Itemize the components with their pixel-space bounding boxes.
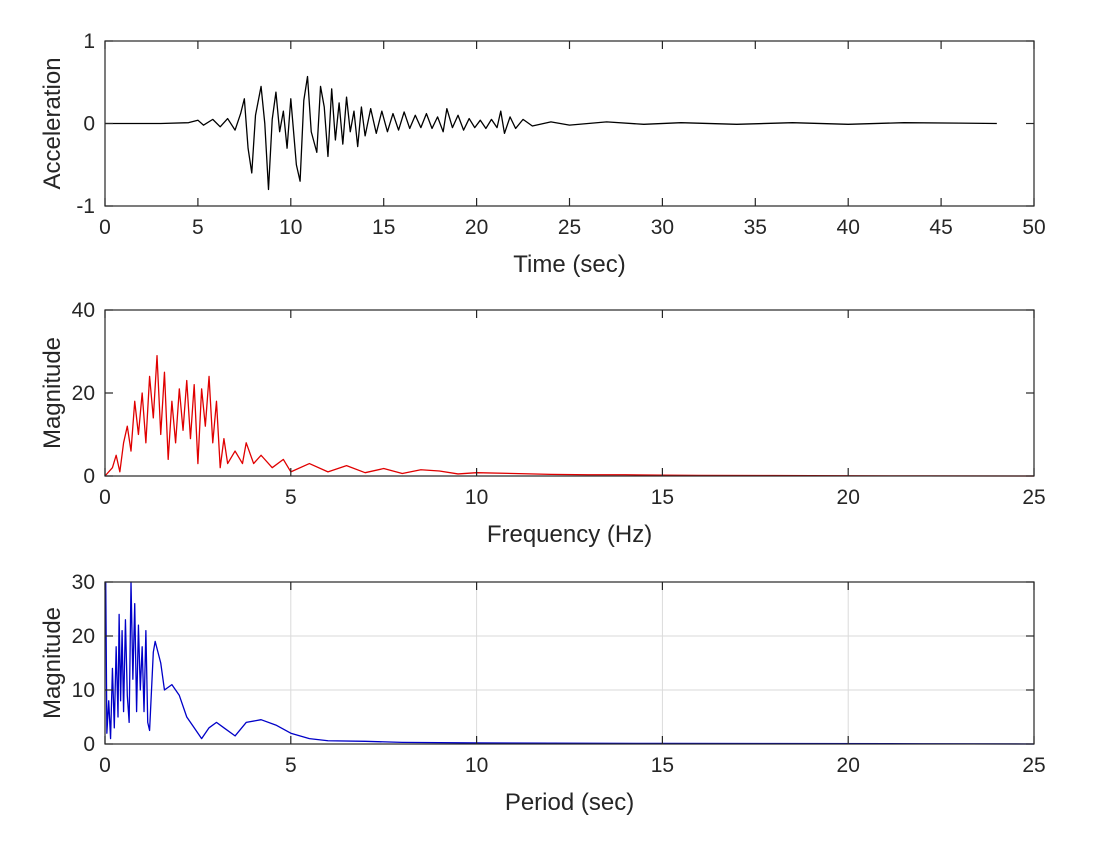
x-tick-label: 10 xyxy=(279,216,302,239)
y-tick-label: 40 xyxy=(72,299,95,322)
y-tick-label: 1 xyxy=(83,30,95,53)
x-tick-label: 10 xyxy=(465,486,488,509)
y-tick-label: 20 xyxy=(72,382,95,405)
x-tick-label: 25 xyxy=(1022,486,1045,509)
series-line-0 xyxy=(105,75,997,191)
y-tick-label: 0 xyxy=(83,733,95,756)
x-tick-label: 20 xyxy=(837,754,860,777)
x-tick-label: 15 xyxy=(372,216,395,239)
x-axis-label: Period (sec) xyxy=(505,789,634,816)
subplot-frequency: 0 5 10 15 20 25 0 20 40 Frequency (Hz) Magnitude xyxy=(39,299,1046,548)
y-tick-label: -1 xyxy=(76,195,95,218)
x-tick-label: 20 xyxy=(837,486,860,509)
x-tick-label: 25 xyxy=(1022,754,1045,777)
x-tick-label: 35 xyxy=(744,216,767,239)
y-tick-label: 10 xyxy=(72,679,95,702)
x-tick-label: 5 xyxy=(192,216,204,239)
x-tick-label: 15 xyxy=(651,486,674,509)
x-tick-label: 20 xyxy=(465,216,488,239)
x-tick-label: 25 xyxy=(558,216,581,239)
y-tick-label: 0 xyxy=(83,113,95,136)
series-line-0 xyxy=(105,581,1035,745)
y-tick-label: 30 xyxy=(72,571,95,594)
axes-frame xyxy=(104,581,1035,745)
x-axis-label: Frequency (Hz) xyxy=(487,521,652,548)
y-axis-label: Acceleration xyxy=(39,57,66,189)
x-axis-label: Time (sec) xyxy=(513,251,625,278)
x-tick-label: 40 xyxy=(837,216,860,239)
x-tick-label: 0 xyxy=(99,486,111,509)
y-tick-label: 0 xyxy=(83,465,95,488)
x-tick-label: 5 xyxy=(285,486,297,509)
x-tick-label: 50 xyxy=(1022,216,1045,239)
x-tick-label: 10 xyxy=(465,754,488,777)
x-tick-label: 45 xyxy=(929,216,952,239)
subplot-period: 0 5 10 15 20 25 0 10 20 30 Period (sec) Magnitude xyxy=(39,571,1046,816)
y-axis-label: Magnitude xyxy=(39,337,66,449)
series-line-0 xyxy=(104,355,1035,477)
x-tick-label: 15 xyxy=(651,754,674,777)
x-tick-label: 0 xyxy=(99,216,111,239)
x-tick-label: 0 xyxy=(99,754,111,777)
y-tick-label: 20 xyxy=(72,625,95,648)
y-axis-label: Magnitude xyxy=(39,607,66,719)
x-tick-label: 5 xyxy=(285,754,297,777)
x-tick-label: 30 xyxy=(651,216,674,239)
